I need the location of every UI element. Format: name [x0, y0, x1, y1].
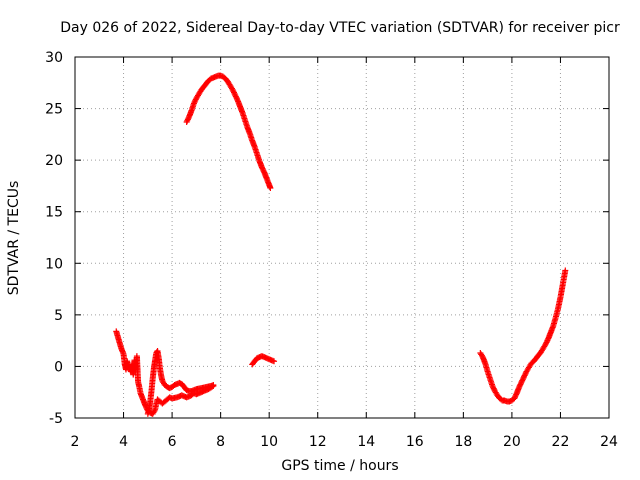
x-tick-label: 16 [406, 434, 424, 450]
x-tick-label: 18 [454, 434, 472, 450]
plot-frame [74, 56, 610, 419]
data-point [478, 352, 485, 359]
data-point [271, 358, 278, 365]
y-tick-label: 20 [45, 153, 63, 169]
y-tick-label: 25 [45, 102, 63, 118]
x-tick-label: 8 [216, 434, 225, 450]
x-tick-label: 10 [260, 434, 278, 450]
x-tick-label: 20 [503, 434, 521, 450]
data-points [113, 72, 569, 417]
data-point [267, 184, 274, 191]
y-tick-label: 0 [54, 359, 63, 375]
x-axis-label: GPS time / hours [281, 458, 398, 474]
grid-lines [75, 57, 609, 418]
x-tick-label: 14 [357, 434, 375, 450]
data-point [210, 381, 217, 388]
y-tick-label: 10 [45, 256, 63, 272]
data-point [151, 408, 158, 415]
y-axis-label: SDTVAR / TECUs [6, 181, 22, 296]
x-tick-label: 22 [552, 434, 570, 450]
y-tick-label: 5 [54, 308, 63, 324]
x-tick-label: 4 [119, 434, 128, 450]
x-tick-label: 24 [600, 434, 618, 450]
y-tick-label: -5 [49, 411, 63, 427]
chart-title: Day 026 of 2022, Sidereal Day-to-day VTE… [60, 20, 620, 36]
data-point [562, 267, 569, 274]
y-tick-label: 15 [45, 205, 63, 221]
x-tick-label: 12 [309, 434, 327, 450]
y-tick-label: 30 [45, 50, 63, 66]
x-tick-label: 6 [168, 434, 177, 450]
x-tick-label: 2 [71, 434, 80, 450]
